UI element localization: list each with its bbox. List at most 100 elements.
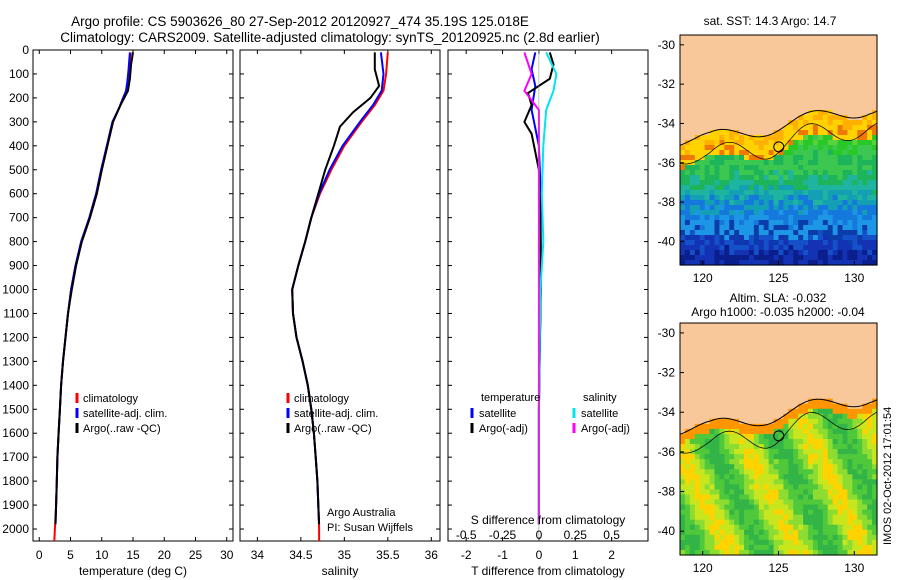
map-cell — [867, 338, 873, 344]
map-cell — [758, 185, 765, 191]
map-cell — [852, 45, 858, 51]
map-cell — [763, 529, 770, 536]
map-cell — [684, 514, 691, 521]
map-cell — [744, 378, 750, 385]
map-cell — [773, 45, 780, 51]
map-cell — [739, 80, 745, 86]
map-cell — [684, 413, 691, 420]
map-cell — [724, 250, 730, 256]
map-cell — [734, 115, 740, 121]
map-cell — [734, 489, 740, 496]
map-cell — [832, 70, 839, 76]
map-cell — [852, 444, 858, 450]
map-cell — [837, 150, 844, 156]
map-cell — [798, 250, 804, 256]
map-cell — [872, 200, 878, 206]
map-cell — [822, 408, 829, 415]
map-cell — [788, 165, 794, 171]
map-cell — [734, 534, 740, 541]
map-cell — [862, 85, 868, 91]
map-cell — [729, 250, 735, 256]
map-cell — [768, 250, 775, 256]
map-cell — [822, 195, 829, 201]
map-cell — [842, 130, 849, 136]
map-cell — [862, 160, 868, 166]
map-cell — [744, 180, 750, 186]
map-cell — [729, 534, 735, 541]
map-cell — [739, 539, 745, 546]
map-cell — [847, 100, 853, 106]
map-cell — [822, 469, 829, 475]
map-cell — [744, 85, 750, 91]
map-cell — [699, 363, 706, 369]
map-cell — [729, 235, 735, 241]
map-cell — [812, 85, 819, 91]
map-cell — [857, 125, 863, 131]
map-cell — [744, 35, 750, 41]
map-cell — [768, 85, 775, 91]
map-cell — [684, 358, 691, 364]
map-cell — [744, 155, 750, 161]
map-cell — [832, 474, 839, 480]
map-cell — [798, 205, 804, 211]
map-cell — [748, 529, 755, 536]
map-cell — [822, 260, 829, 266]
map-cell — [837, 130, 844, 136]
map-cell — [724, 459, 730, 465]
map-cell — [822, 358, 829, 364]
map-cell — [734, 150, 740, 156]
map-cell — [842, 363, 849, 369]
map-cell — [817, 479, 824, 485]
map-cell — [680, 323, 686, 329]
map-cell — [832, 479, 839, 485]
map-cell — [812, 504, 819, 511]
map-cell — [847, 454, 853, 460]
map-cell — [862, 40, 868, 46]
map-cell — [808, 514, 814, 521]
map-cell — [709, 524, 716, 531]
map-cell — [689, 90, 696, 96]
map-cell — [680, 105, 686, 111]
map-cell — [793, 539, 799, 546]
map-cell — [798, 539, 804, 546]
map-cell — [852, 514, 858, 521]
map-cell — [812, 529, 819, 536]
map-cell — [704, 403, 711, 410]
map-cell — [694, 50, 701, 56]
map-cell — [783, 240, 789, 246]
legend-heading-salinity: salinity — [583, 392, 617, 404]
map-cell — [734, 160, 740, 166]
map-cell — [857, 105, 863, 111]
map-cell — [852, 240, 858, 246]
map-cell — [867, 255, 873, 261]
map-cell — [798, 534, 804, 541]
map-cell — [729, 348, 735, 354]
map-cell — [748, 423, 755, 430]
map-cell — [744, 484, 750, 491]
map-cell — [778, 120, 785, 126]
map-cell — [719, 343, 725, 349]
map-cell — [832, 75, 839, 81]
map-cell — [734, 333, 740, 339]
map-cell — [684, 398, 691, 405]
map-cell — [758, 115, 765, 121]
map-cell — [827, 519, 834, 526]
map-cell — [827, 250, 834, 256]
map-cell — [778, 534, 785, 541]
map-cell — [748, 190, 755, 196]
s-diff-tick-label: 0.5 — [603, 528, 620, 542]
map-cell — [778, 230, 785, 236]
map-cell — [832, 393, 839, 400]
map-cell — [739, 368, 745, 375]
map-cell — [822, 85, 829, 91]
map-cell — [758, 383, 765, 390]
map-cell — [753, 155, 760, 161]
map-cell — [817, 469, 824, 475]
map-cell — [852, 408, 858, 415]
map-cell — [704, 333, 711, 339]
map-cell — [709, 398, 716, 405]
map-cell — [778, 75, 785, 81]
map-cell — [709, 539, 716, 546]
map-cell — [758, 459, 765, 465]
map-cell — [689, 549, 696, 556]
